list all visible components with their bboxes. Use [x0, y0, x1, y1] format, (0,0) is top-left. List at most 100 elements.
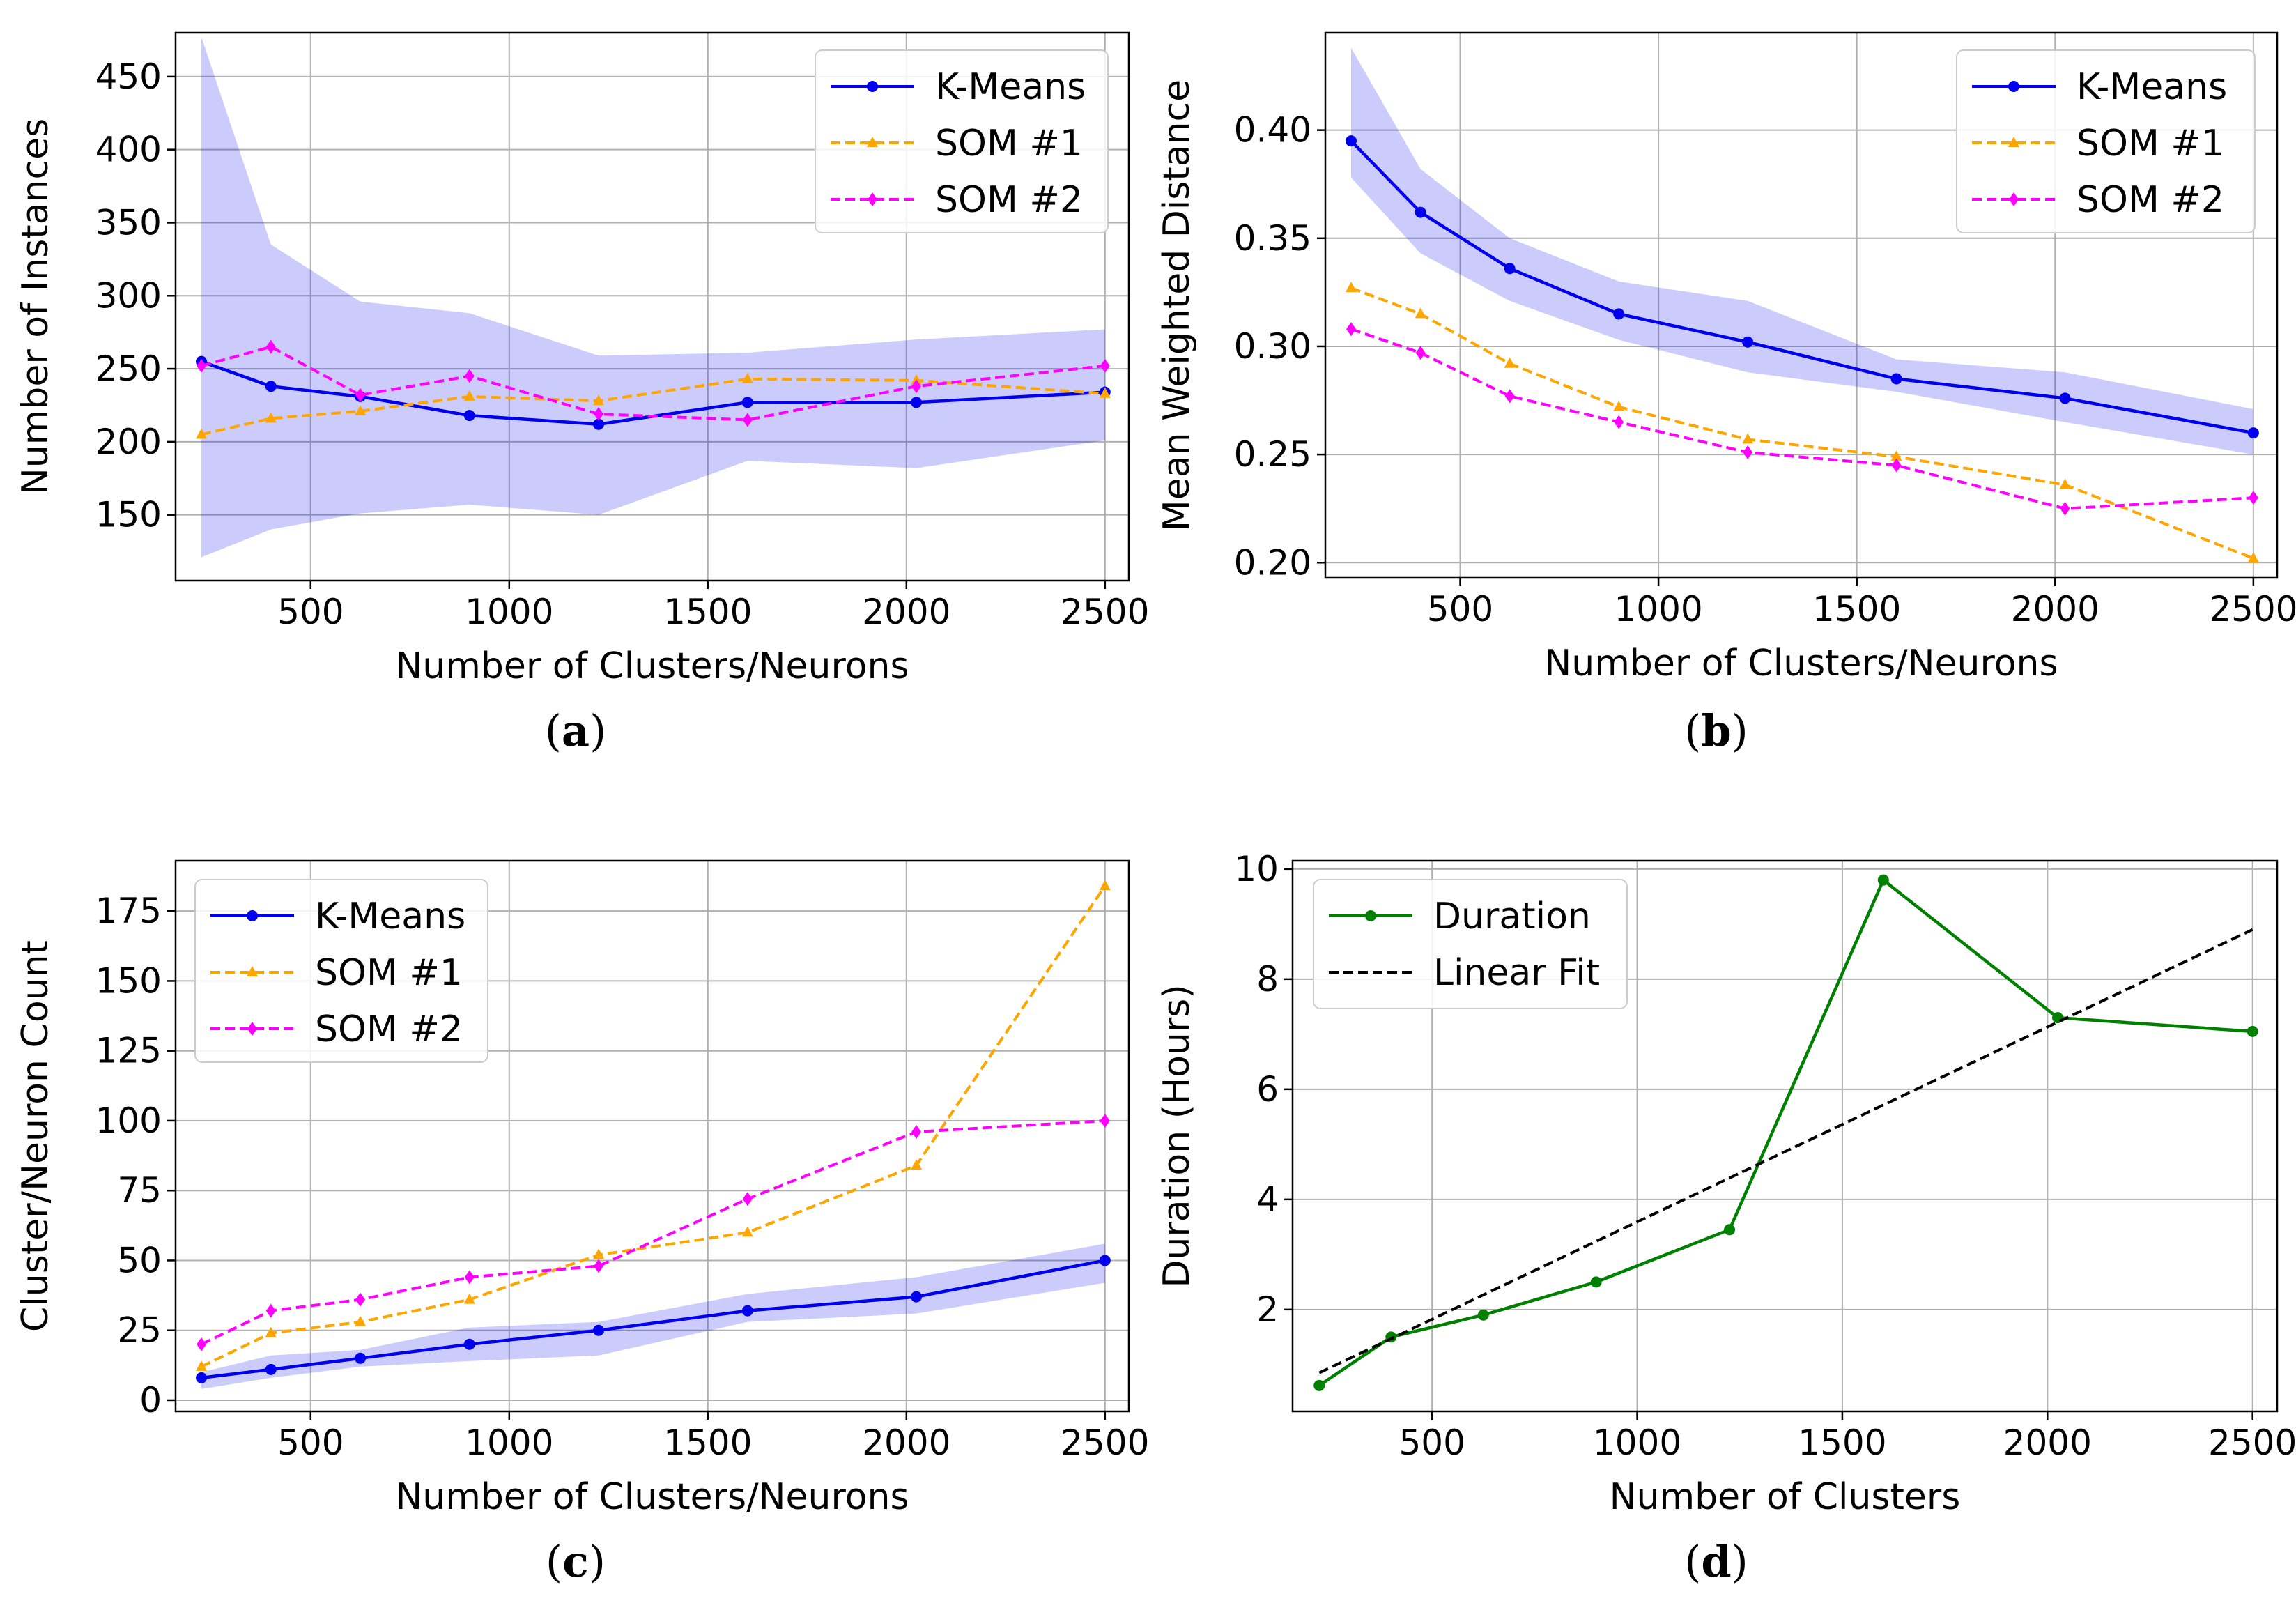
y-tick-label: 0.30	[1234, 326, 1311, 367]
data-point-som-2	[1346, 322, 1356, 337]
legend-label-som-1: SOM #1	[315, 952, 463, 994]
data-point-som-2	[1100, 1113, 1110, 1128]
series-line-som-2	[201, 345, 1106, 422]
data-point-som-2	[355, 1292, 366, 1307]
y-tick-label: 350	[95, 202, 162, 243]
x-tick-label: 1000	[1593, 1423, 1681, 1463]
data-point-som-1	[1742, 433, 1754, 444]
data-point-som-1	[741, 1226, 753, 1237]
series-line-som-1	[201, 377, 1105, 436]
y-tick-label: 125	[95, 1031, 162, 1071]
data-point-som-2	[265, 339, 276, 354]
x-tick-label: 2500	[2209, 589, 2296, 629]
data-point-som-2	[355, 388, 366, 402]
data-point-som-1	[196, 428, 208, 439]
legend-marker-k-means	[2008, 81, 2019, 92]
data-point-k-means	[265, 1363, 277, 1375]
data-point-som-2	[464, 1270, 475, 1285]
x-tick-label: 1500	[1798, 1423, 1886, 1463]
data-point-som-1	[911, 1159, 923, 1170]
y-tick-label: 300	[95, 275, 162, 316]
data-point-som-1	[1504, 357, 1516, 368]
data-point-som-2	[1891, 458, 1902, 473]
y-axis-label: Duration (Hours)	[1156, 984, 1198, 1287]
data-point-duration	[1877, 874, 1889, 886]
data-point-som-2	[742, 1192, 753, 1206]
data-point-k-means	[2247, 427, 2259, 439]
series-line-som-2	[1350, 328, 2253, 510]
data-point-k-means	[593, 1324, 605, 1336]
data-point-k-means	[355, 1352, 367, 1364]
plot-frame	[174, 859, 1130, 1413]
legend-box	[1313, 879, 1628, 1009]
legend-marker-som-2	[247, 1022, 257, 1036]
kmeans-band	[1350, 47, 2253, 455]
kmeans-band	[201, 37, 1105, 558]
plot-frame	[1324, 31, 2279, 579]
series-line-duration	[1318, 877, 2253, 1387]
series-line-k-means	[1350, 139, 2254, 435]
data-point-som-2	[911, 379, 922, 394]
legend-label-k-means: K-Means	[935, 66, 1086, 108]
y-tick-label: 400	[95, 130, 162, 170]
series-line-som-1	[201, 884, 1107, 1368]
x-tick-label: 1500	[1812, 589, 1901, 629]
data-point-som-2	[464, 369, 475, 383]
panel-d: 500 1000 1500 2000 2500 2 4 6 8 10 Number of Clust…	[1156, 849, 2296, 1587]
data-point-k-means	[741, 397, 753, 408]
x-axis-label: Number of Clusters/Neurons	[1544, 643, 2058, 684]
y-tick-label: 4	[1256, 1179, 1279, 1220]
data-point-som-1	[463, 390, 475, 401]
x-tick-label: 2000	[862, 1423, 950, 1463]
data-point-som-2	[594, 407, 604, 422]
legend-box	[815, 49, 1109, 233]
legend-label-linear-fit: Linear Fit	[1433, 952, 1600, 994]
data-point-som-1	[2247, 552, 2259, 563]
data-point-som-1	[265, 1326, 277, 1337]
legend-marker-som-1	[247, 966, 258, 976]
data-point-som-1	[355, 1315, 367, 1326]
data-point-som-1	[265, 412, 277, 423]
y-tick-label: 175	[95, 891, 162, 931]
data-point-duration	[1724, 1224, 1736, 1236]
y-axis-label: Mean Weighted Distance	[1156, 79, 1198, 531]
legend-label-k-means: K-Means	[2077, 66, 2227, 108]
x-tick-label: 2500	[1061, 1423, 1149, 1463]
data-point-k-means	[1099, 1255, 1111, 1266]
legend-label-som-2: SOM #2	[2077, 179, 2224, 221]
data-point-som-1	[463, 1293, 475, 1304]
data-point-som-2	[594, 1259, 604, 1273]
series-line-som-1	[1350, 286, 2254, 560]
data-point-som-1	[593, 1248, 605, 1259]
legend-label-som-2: SOM #2	[935, 179, 1083, 221]
data-point-k-means	[593, 418, 605, 430]
x-tick-label: 500	[1427, 589, 1493, 629]
y-tick-label: 0	[139, 1380, 162, 1420]
legend-marker-duration	[1365, 910, 1376, 921]
data-point-k-means	[911, 397, 923, 408]
data-point-som-1	[741, 372, 753, 383]
data-point-k-means	[196, 1372, 208, 1383]
y-tick-label: 0.40	[1234, 110, 1311, 151]
panel-c: 500 1000 1500 2000 2500 0 25 50 75 100 125 150 175 Nu…	[15, 859, 1149, 1587]
y-tick-label: 0.35	[1234, 218, 1311, 259]
data-point-som-2	[2248, 491, 2258, 505]
x-axis-label: Number of Clusters	[1610, 1476, 1961, 1518]
legend: K-Means SOM #1 SOM #2	[194, 879, 488, 1063]
x-tick-label: 1500	[663, 592, 752, 632]
legend-box	[1956, 49, 2256, 233]
x-axis-label: Number of Clusters/Neurons	[395, 1476, 909, 1518]
x-tick-label: 1000	[465, 592, 553, 632]
data-point-som-1	[355, 404, 367, 415]
data-point-k-means	[1504, 263, 1516, 275]
data-point-som-2	[1100, 358, 1110, 373]
x-tick-label: 500	[277, 592, 344, 632]
y-tick-label: 150	[95, 960, 162, 1001]
data-point-som-1	[1890, 450, 1902, 461]
data-point-som-2	[742, 413, 753, 427]
data-point-som-1	[1099, 880, 1111, 891]
legend-label-duration: Duration	[1433, 896, 1591, 937]
legend-marker-som-1	[867, 137, 878, 147]
